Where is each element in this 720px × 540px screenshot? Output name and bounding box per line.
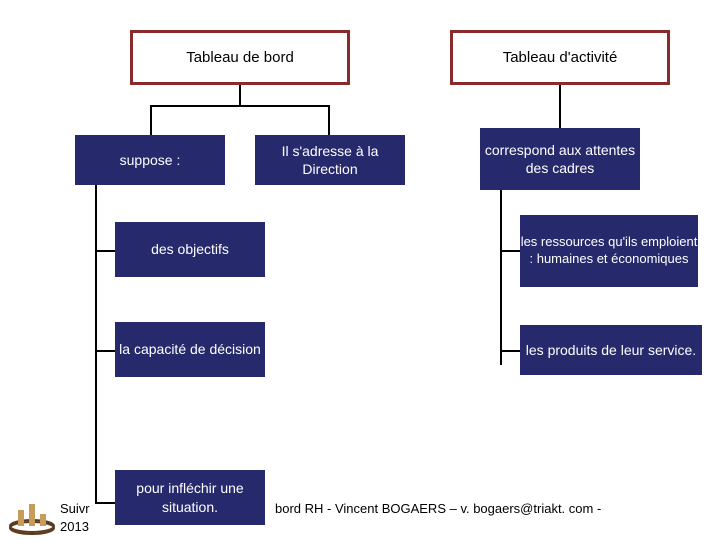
node-produits: les produits de leur service. bbox=[520, 325, 702, 375]
root-right-label: Tableau d'activité bbox=[503, 48, 618, 68]
node-attentes-label: correspond aux attentes des cadres bbox=[480, 141, 640, 177]
connector bbox=[500, 250, 520, 252]
node-capacite-label: la capacité de décision bbox=[119, 340, 261, 358]
connector bbox=[239, 85, 241, 105]
node-produits-label: les produits de leur service. bbox=[526, 341, 696, 359]
node-ressources: les ressources qu'ils emploient : humain… bbox=[520, 215, 698, 287]
footer-prefix: Suivr bbox=[60, 501, 90, 516]
footer-middle-text: bord RH - Vincent BOGAERS – v. bogaers@t… bbox=[275, 501, 601, 516]
node-attentes-cadres: correspond aux attentes des cadres bbox=[480, 128, 640, 190]
footer-middle: bord RH - Vincent BOGAERS – v. bogaers@t… bbox=[275, 501, 601, 516]
connector bbox=[500, 350, 520, 352]
root-left-label: Tableau de bord bbox=[186, 48, 294, 68]
root-tableau-de-bord: Tableau de bord bbox=[130, 30, 350, 85]
connector bbox=[150, 105, 152, 135]
node-suppose: suppose : bbox=[75, 135, 225, 185]
node-objectifs-label: des objectifs bbox=[151, 240, 229, 258]
logo-icon bbox=[8, 496, 56, 536]
connector bbox=[95, 250, 115, 252]
footer-year: 2013 bbox=[60, 519, 89, 534]
node-objectifs: des objectifs bbox=[115, 222, 265, 277]
node-direction-label: Il s'adresse à la Direction bbox=[255, 142, 405, 178]
node-ressources-label: les ressources qu'ils emploient : humain… bbox=[520, 234, 698, 268]
connector bbox=[328, 105, 330, 135]
node-direction: Il s'adresse à la Direction bbox=[255, 135, 405, 185]
connector bbox=[500, 190, 502, 365]
connector bbox=[95, 185, 97, 503]
node-capacite: la capacité de décision bbox=[115, 322, 265, 377]
footer: Suivr 2013 bord RH - Vincent BOGAERS – v… bbox=[0, 492, 720, 540]
root-tableau-activite: Tableau d'activité bbox=[450, 30, 670, 85]
node-suppose-label: suppose : bbox=[120, 151, 181, 169]
footer-year-text: 2013 bbox=[60, 519, 89, 534]
connector bbox=[150, 105, 330, 107]
footer-prefix-text: Suivr bbox=[60, 501, 90, 516]
connector bbox=[95, 350, 115, 352]
